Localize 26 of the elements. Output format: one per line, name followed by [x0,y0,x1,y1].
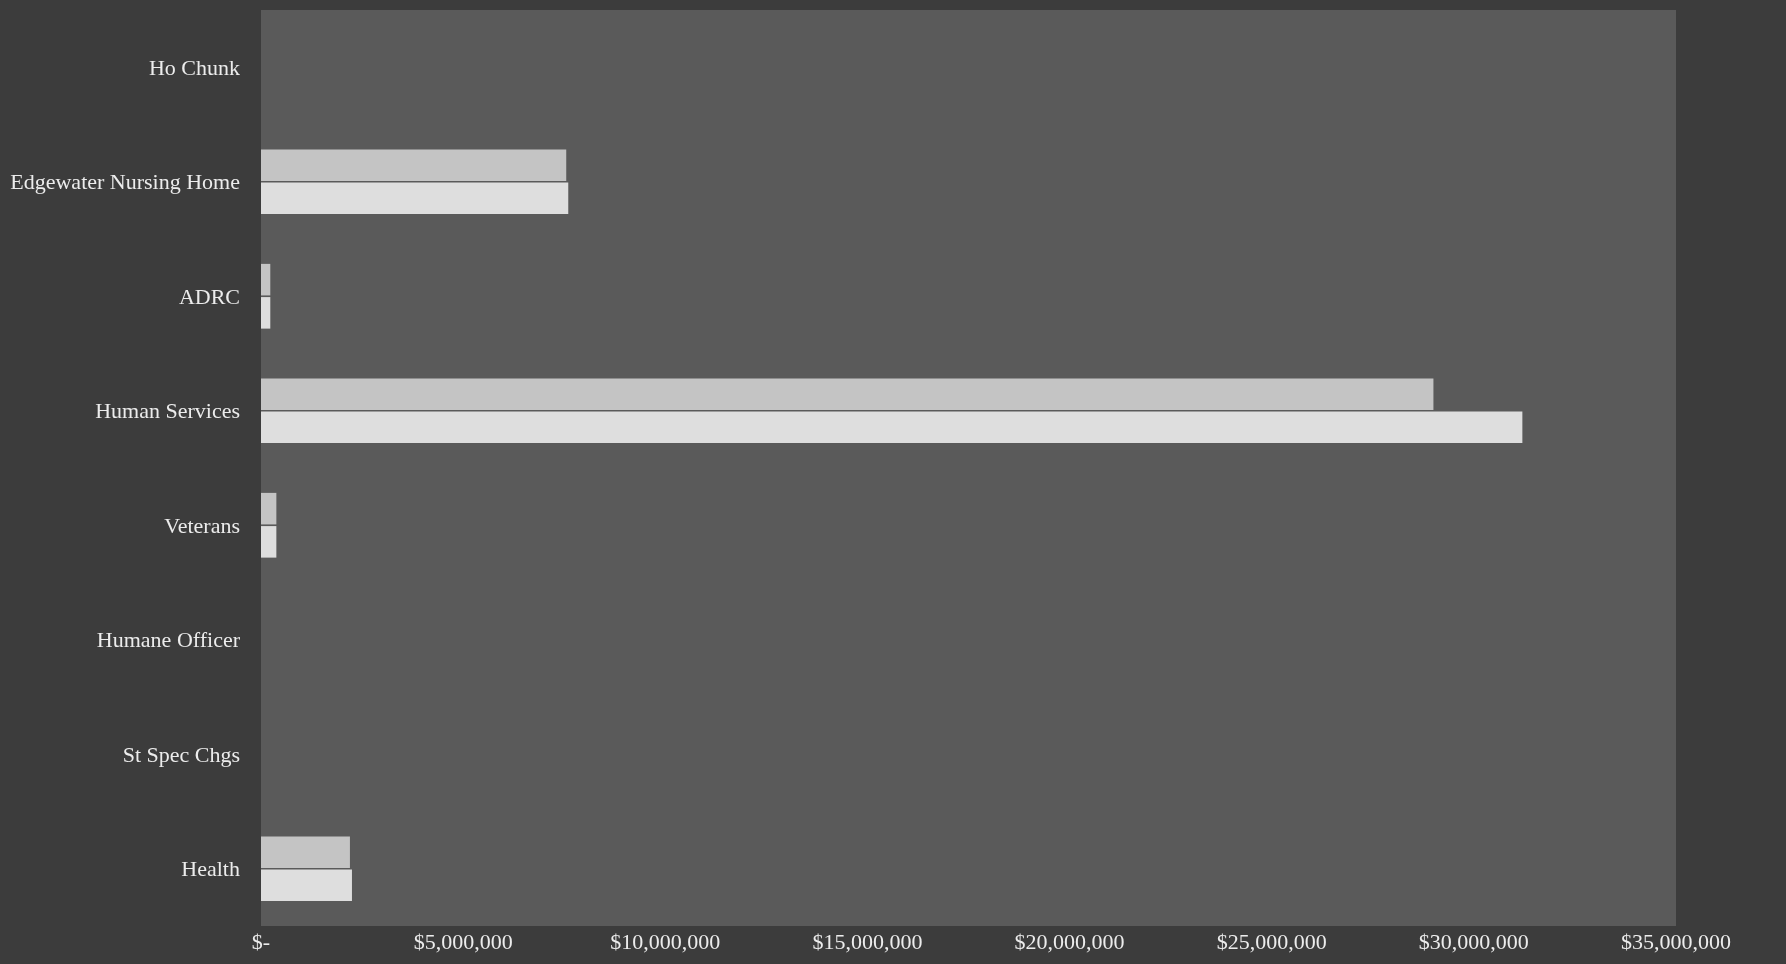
x-tick-label: $30,000,000 [1418,929,1529,954]
bar [261,492,277,525]
x-tick-label: $15,000,000 [812,929,923,954]
x-tick-label: $5,000,000 [413,929,513,954]
bar [261,297,271,329]
y-tick-label: Ho Chunk [148,54,240,80]
x-tick-label: $25,000,000 [1216,929,1327,954]
y-tick-label: Edgewater Nursing Home [10,169,240,195]
y-tick-label: Health [181,856,240,882]
x-tick-label: $10,000,000 [610,929,721,954]
y-tick-label: Humane Officer [96,627,241,653]
bar [261,869,352,902]
x-tick-label: $- [251,929,271,954]
x-tick-label: $35,000,000 [1621,929,1731,954]
bar [261,378,1434,410]
y-tick-label: ADRC [178,283,240,309]
bar [261,149,567,181]
y-tick-label: Human Services [95,398,240,424]
bar [261,182,569,215]
bar [261,836,350,868]
bar [261,263,271,296]
y-tick-label: St Spec Chgs [122,741,240,767]
bar [261,526,277,558]
x-tick-label: $20,000,000 [1014,929,1125,954]
bar [261,411,1523,444]
y-tick-label: Veterans [164,512,240,538]
